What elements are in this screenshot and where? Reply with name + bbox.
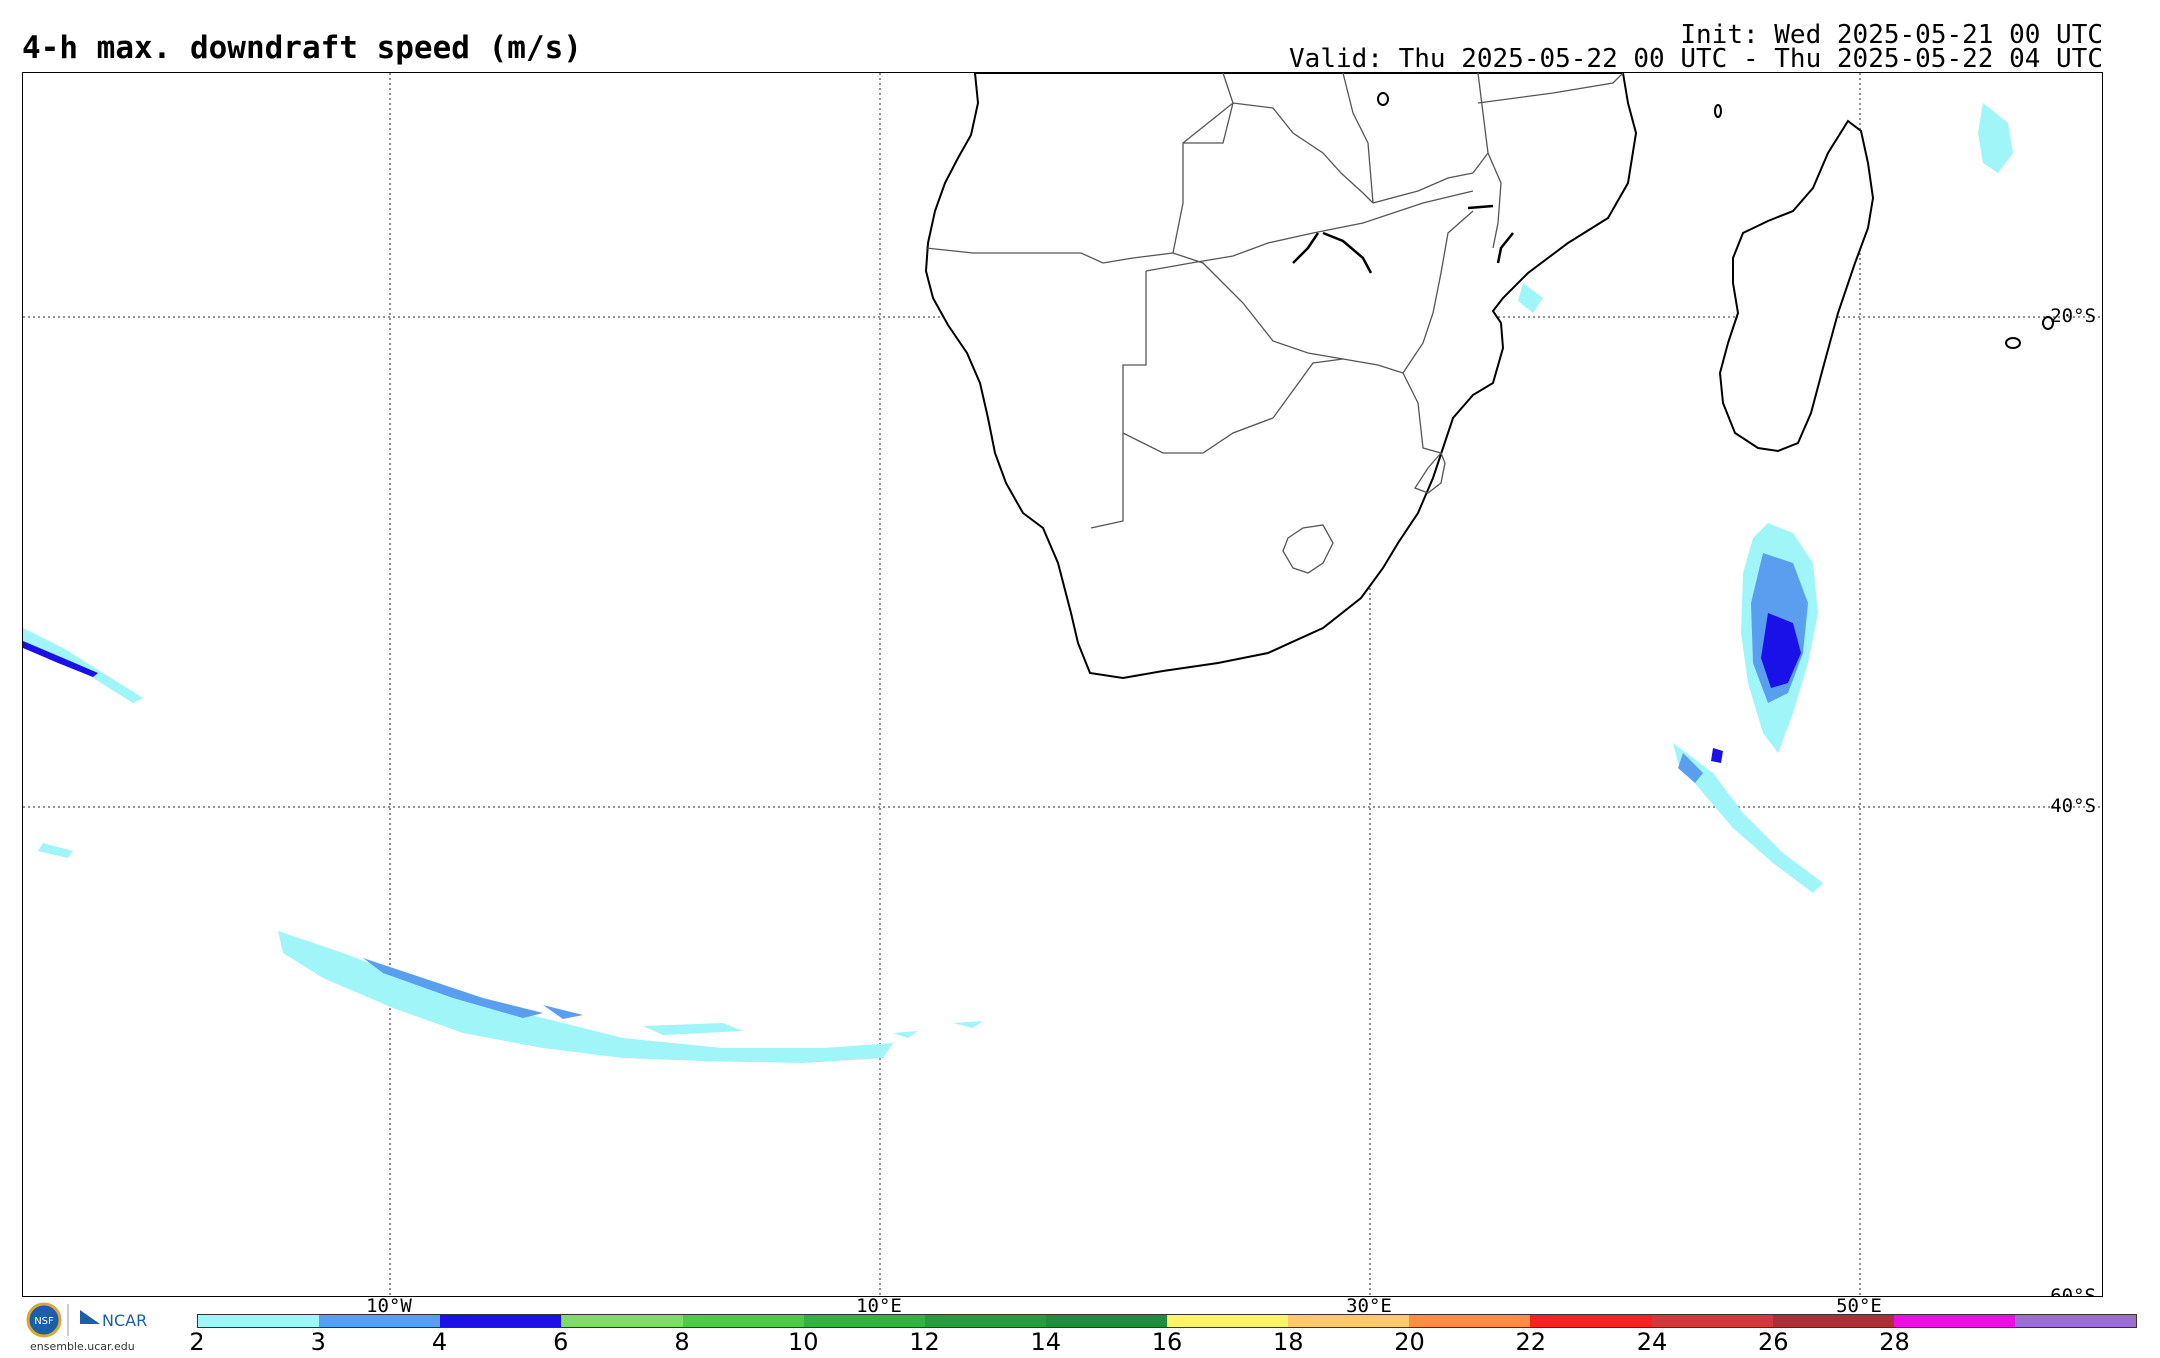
swath-west-edge: [23, 628, 143, 858]
colorbar-tick-label: 18: [1272, 1328, 1304, 1356]
map-title: 4-h max. downdraft speed (m/s): [22, 30, 582, 66]
colorbar-segment: [1893, 1315, 2015, 1327]
small-islands: [1377, 92, 2054, 349]
map-frame: 20°S 40°S 60°S: [22, 72, 2103, 1297]
colorbar-tick-label: 3: [310, 1328, 326, 1356]
colorbar-tick-label: 26: [1757, 1328, 1789, 1356]
colorbar-tick-label: 24: [1636, 1328, 1668, 1356]
africa-coastline: [924, 73, 1638, 680]
downdraft-swaths: [23, 103, 2013, 1063]
colorbar-ticks: 2 3 4 6 8 10 12 14 16 18 20 22 24 26 28: [189, 1328, 2137, 1356]
colorbar-tick-label: 8: [674, 1328, 690, 1356]
swath-south-atlantic: [278, 931, 983, 1063]
colorbar-tick-label: 4: [431, 1328, 448, 1356]
swath-indian-ocean-core: [1711, 613, 1801, 763]
lat-label-40s: 40°S: [2050, 795, 2096, 817]
lat-label-60s: 60°S: [2050, 1285, 2096, 1297]
colorbar-segment: [1651, 1315, 1773, 1327]
nsf-ncar-logo: NSF NCAR: [24, 1302, 154, 1354]
nsf-logo-icon: NSF: [26, 1302, 62, 1338]
lon-label-10w: 10°W: [366, 1295, 412, 1317]
colorbar-segment: [1288, 1315, 1410, 1327]
colorbar-tick-label: 20: [1394, 1328, 1425, 1356]
colorbar-tick-label: 28: [1879, 1328, 1910, 1356]
nsf-logo-text: NSF: [34, 1316, 54, 1327]
country-borders: [925, 73, 1624, 574]
colorbar-tick-label: 22: [1515, 1328, 1547, 1356]
website-text: ensemble.ucar.edu: [30, 1340, 135, 1353]
logo-graphic: NSF NCAR: [26, 1302, 147, 1338]
ncar-logo-icon: NCAR: [80, 1310, 147, 1330]
colorbar: [197, 1314, 2137, 1328]
lat-label-20s: 20°S: [2050, 305, 2096, 327]
colorbar-segment: [1772, 1315, 1894, 1327]
colorbar-segment: [1409, 1315, 1531, 1327]
lon-label-10e: 10°E: [856, 1295, 902, 1317]
swath-south-atlantic-core: [363, 958, 583, 1019]
colorbar-segment: [2014, 1315, 2136, 1327]
lon-label-30e: 30°E: [1346, 1295, 1392, 1317]
colorbar-tick-label: 10: [787, 1328, 819, 1356]
colorbar-segment: [440, 1315, 562, 1327]
colorbar-segment: [1530, 1315, 1652, 1327]
colorbar-tick-label: 16: [1151, 1328, 1183, 1356]
colorbar-tick-label: 2: [189, 1328, 205, 1356]
lakes: [1292, 204, 1514, 274]
colorbar-tick-label: 6: [553, 1328, 569, 1356]
colorbar-segment: [803, 1315, 925, 1327]
colorbar-segment: [682, 1315, 804, 1327]
valid-time: Valid: Thu 2025-05-22 00 UTC - Thu 2025-…: [1289, 44, 2103, 74]
map-canvas: [23, 73, 2102, 1296]
madagascar: [1718, 119, 1875, 453]
colorbar-tick-label: 12: [909, 1328, 940, 1356]
swath-west-edge-core: [23, 641, 98, 677]
colorbar-segment: [1045, 1315, 1167, 1327]
colorbar-segment: [561, 1315, 683, 1327]
colorbar-tick-label: 14: [1030, 1328, 1062, 1356]
colorbar-segment: [924, 1315, 1046, 1327]
colorbar-segment: [1167, 1315, 1289, 1327]
ncar-logo-text: NCAR: [102, 1311, 147, 1330]
colorbar-segment: [319, 1315, 441, 1327]
init-time: Init: Wed 2025-05-21 00 UTC: [1680, 20, 2103, 50]
lon-label-50e: 50°E: [1836, 1295, 1882, 1317]
colorbar-segment: [198, 1315, 320, 1327]
